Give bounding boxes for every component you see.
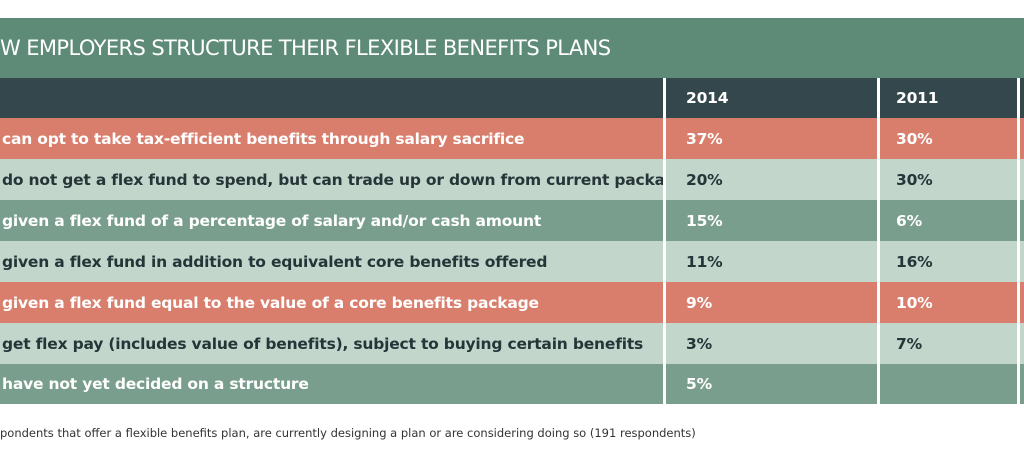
header-blank	[0, 78, 663, 118]
value-cell	[1020, 241, 1024, 282]
value-cell: 30%	[880, 159, 1017, 200]
value-cell: 30%	[880, 118, 1017, 159]
column-header: 2011	[880, 78, 1017, 118]
table-title: W EMPLOYERS STRUCTURE THEIR FLEXIBLE BEN…	[0, 18, 1024, 78]
value-cell	[1020, 200, 1024, 241]
value-cell	[1020, 159, 1024, 200]
value-cell: 3%	[666, 323, 877, 364]
value-cell: 5%	[666, 364, 877, 404]
row-label: get flex pay (includes value of benefits…	[0, 323, 663, 364]
row-label: given a flex fund of a percentage of sal…	[0, 200, 663, 241]
value-cell: 37%	[666, 118, 877, 159]
value-cell	[880, 364, 1017, 404]
value-cell: 10%	[880, 282, 1017, 323]
value-cell	[1020, 364, 1024, 404]
row-label: given a flex fund equal to the value of …	[0, 282, 663, 323]
row-label: can opt to take tax-efficient benefits t…	[0, 118, 663, 159]
column-header: 2014	[666, 78, 877, 118]
row-label: do not get a flex fund to spend, but can…	[0, 159, 663, 200]
row-label: have not yet decided on a structure	[0, 364, 663, 404]
value-cell	[1020, 118, 1024, 159]
value-cell	[1020, 323, 1024, 364]
value-cell: 7%	[880, 323, 1017, 364]
value-cell	[1020, 282, 1024, 323]
value-cell: 6%	[880, 200, 1017, 241]
value-cell: 20%	[666, 159, 877, 200]
value-cell: 9%	[666, 282, 877, 323]
value-cell: 11%	[666, 241, 877, 282]
column-header	[1020, 78, 1024, 118]
footnote: pondents that offer a flexible benefits …	[0, 426, 696, 440]
row-label: given a flex fund in addition to equival…	[0, 241, 663, 282]
value-cell: 16%	[880, 241, 1017, 282]
value-cell: 15%	[666, 200, 877, 241]
